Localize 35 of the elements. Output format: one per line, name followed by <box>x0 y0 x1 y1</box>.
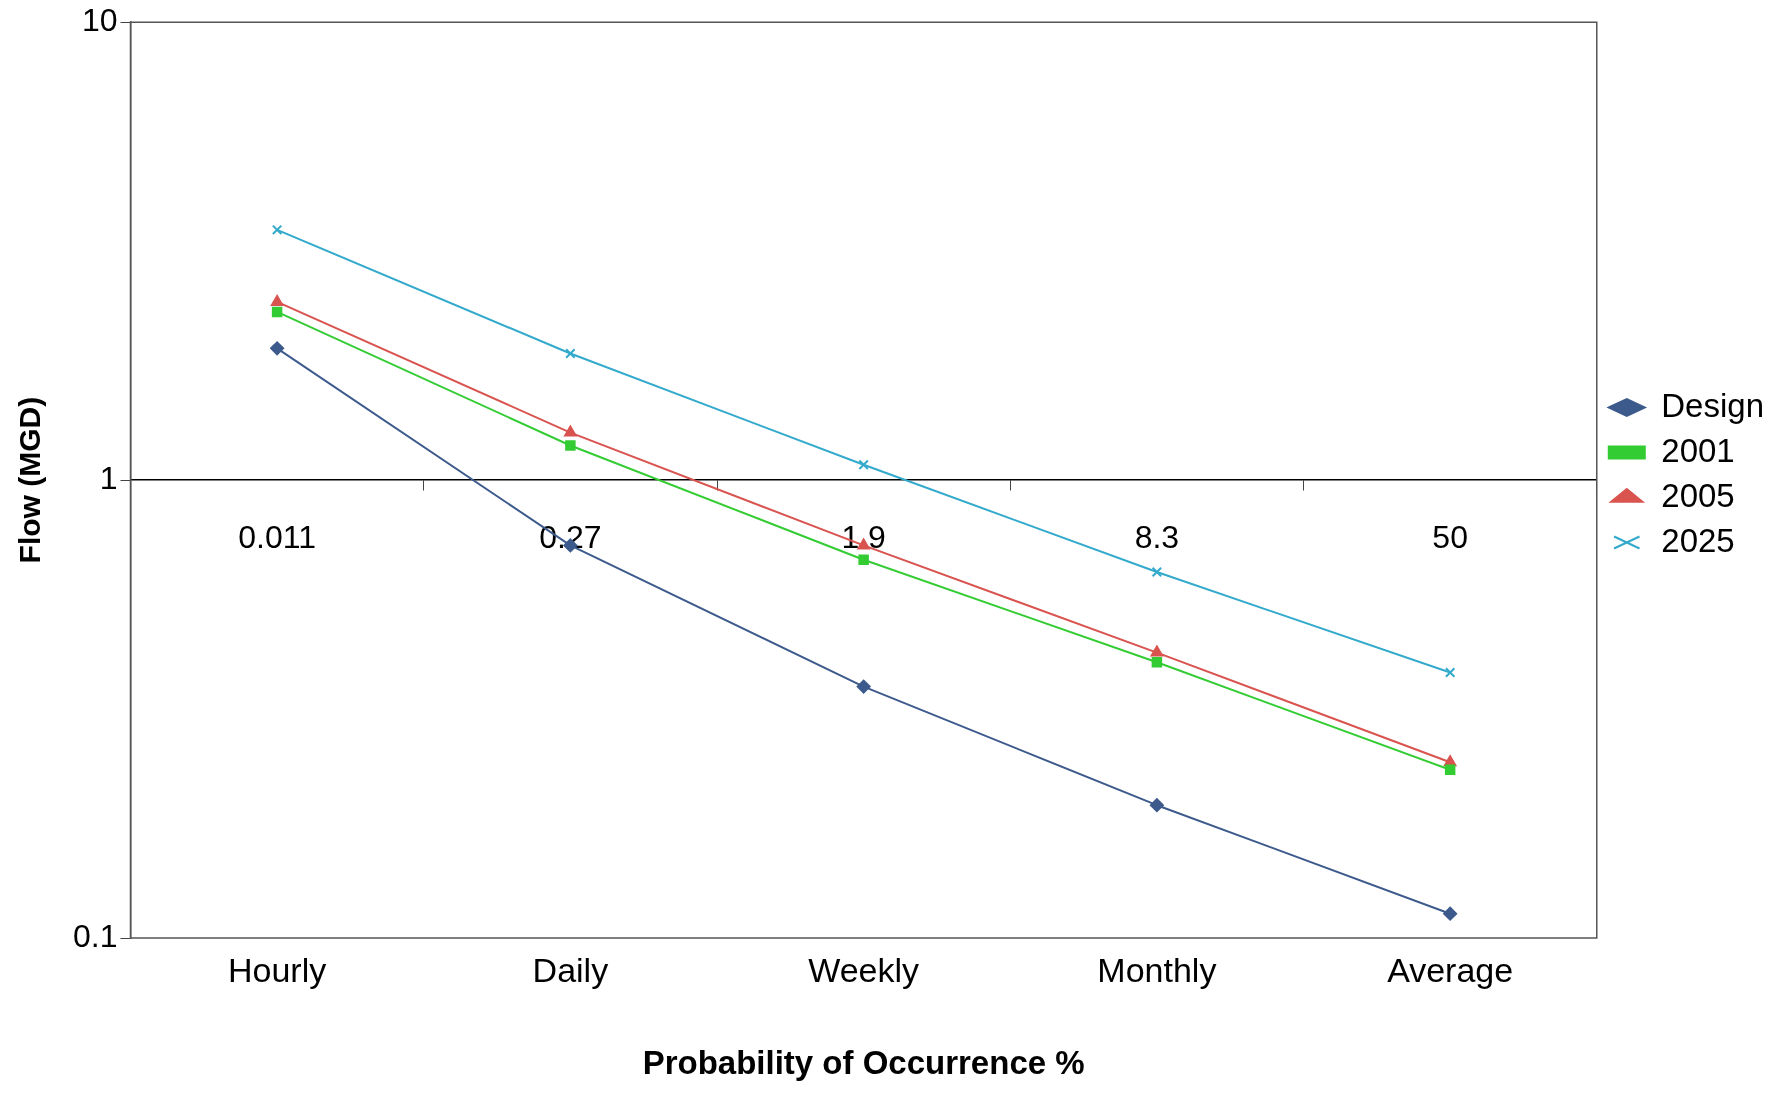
point <box>271 224 283 236</box>
point <box>270 341 285 356</box>
point <box>856 679 871 694</box>
y-tick-label: 10 <box>81 2 118 39</box>
x-tick-label: 50 <box>1432 519 1468 556</box>
text: Hourly <box>227 951 327 990</box>
point <box>1150 645 1164 657</box>
x-axis-title: Probability of Occurrence % <box>642 1043 1085 1081</box>
text: Daily <box>532 951 609 990</box>
legend-label: 2005 <box>1661 476 1735 514</box>
point <box>1444 667 1456 678</box>
x-tick-label: 0.011 <box>238 519 316 556</box>
legend-label: 2001 <box>1661 431 1735 469</box>
y-tick-label: 0.1 <box>73 917 118 954</box>
point <box>1444 764 1456 776</box>
y-axis-title: Flow (MGD) <box>13 396 47 564</box>
point <box>1151 566 1163 578</box>
x-tick-label: 8.3 <box>1134 519 1180 556</box>
point <box>270 294 284 306</box>
point <box>1151 657 1163 668</box>
point <box>564 425 577 437</box>
x-tick-label: 1.9 <box>841 519 886 556</box>
point <box>858 459 869 471</box>
legend-label: 2025 <box>1661 521 1735 559</box>
legend-label: Design <box>1661 386 1765 424</box>
y-tick-label: 1 <box>99 459 118 496</box>
text: Average <box>1387 951 1514 990</box>
point <box>271 306 283 318</box>
point <box>858 554 869 565</box>
point <box>1149 798 1164 813</box>
text: Monthly <box>1097 951 1217 990</box>
point <box>1443 906 1458 921</box>
point <box>565 440 576 451</box>
point <box>565 348 576 359</box>
text: Weekly <box>808 951 920 990</box>
